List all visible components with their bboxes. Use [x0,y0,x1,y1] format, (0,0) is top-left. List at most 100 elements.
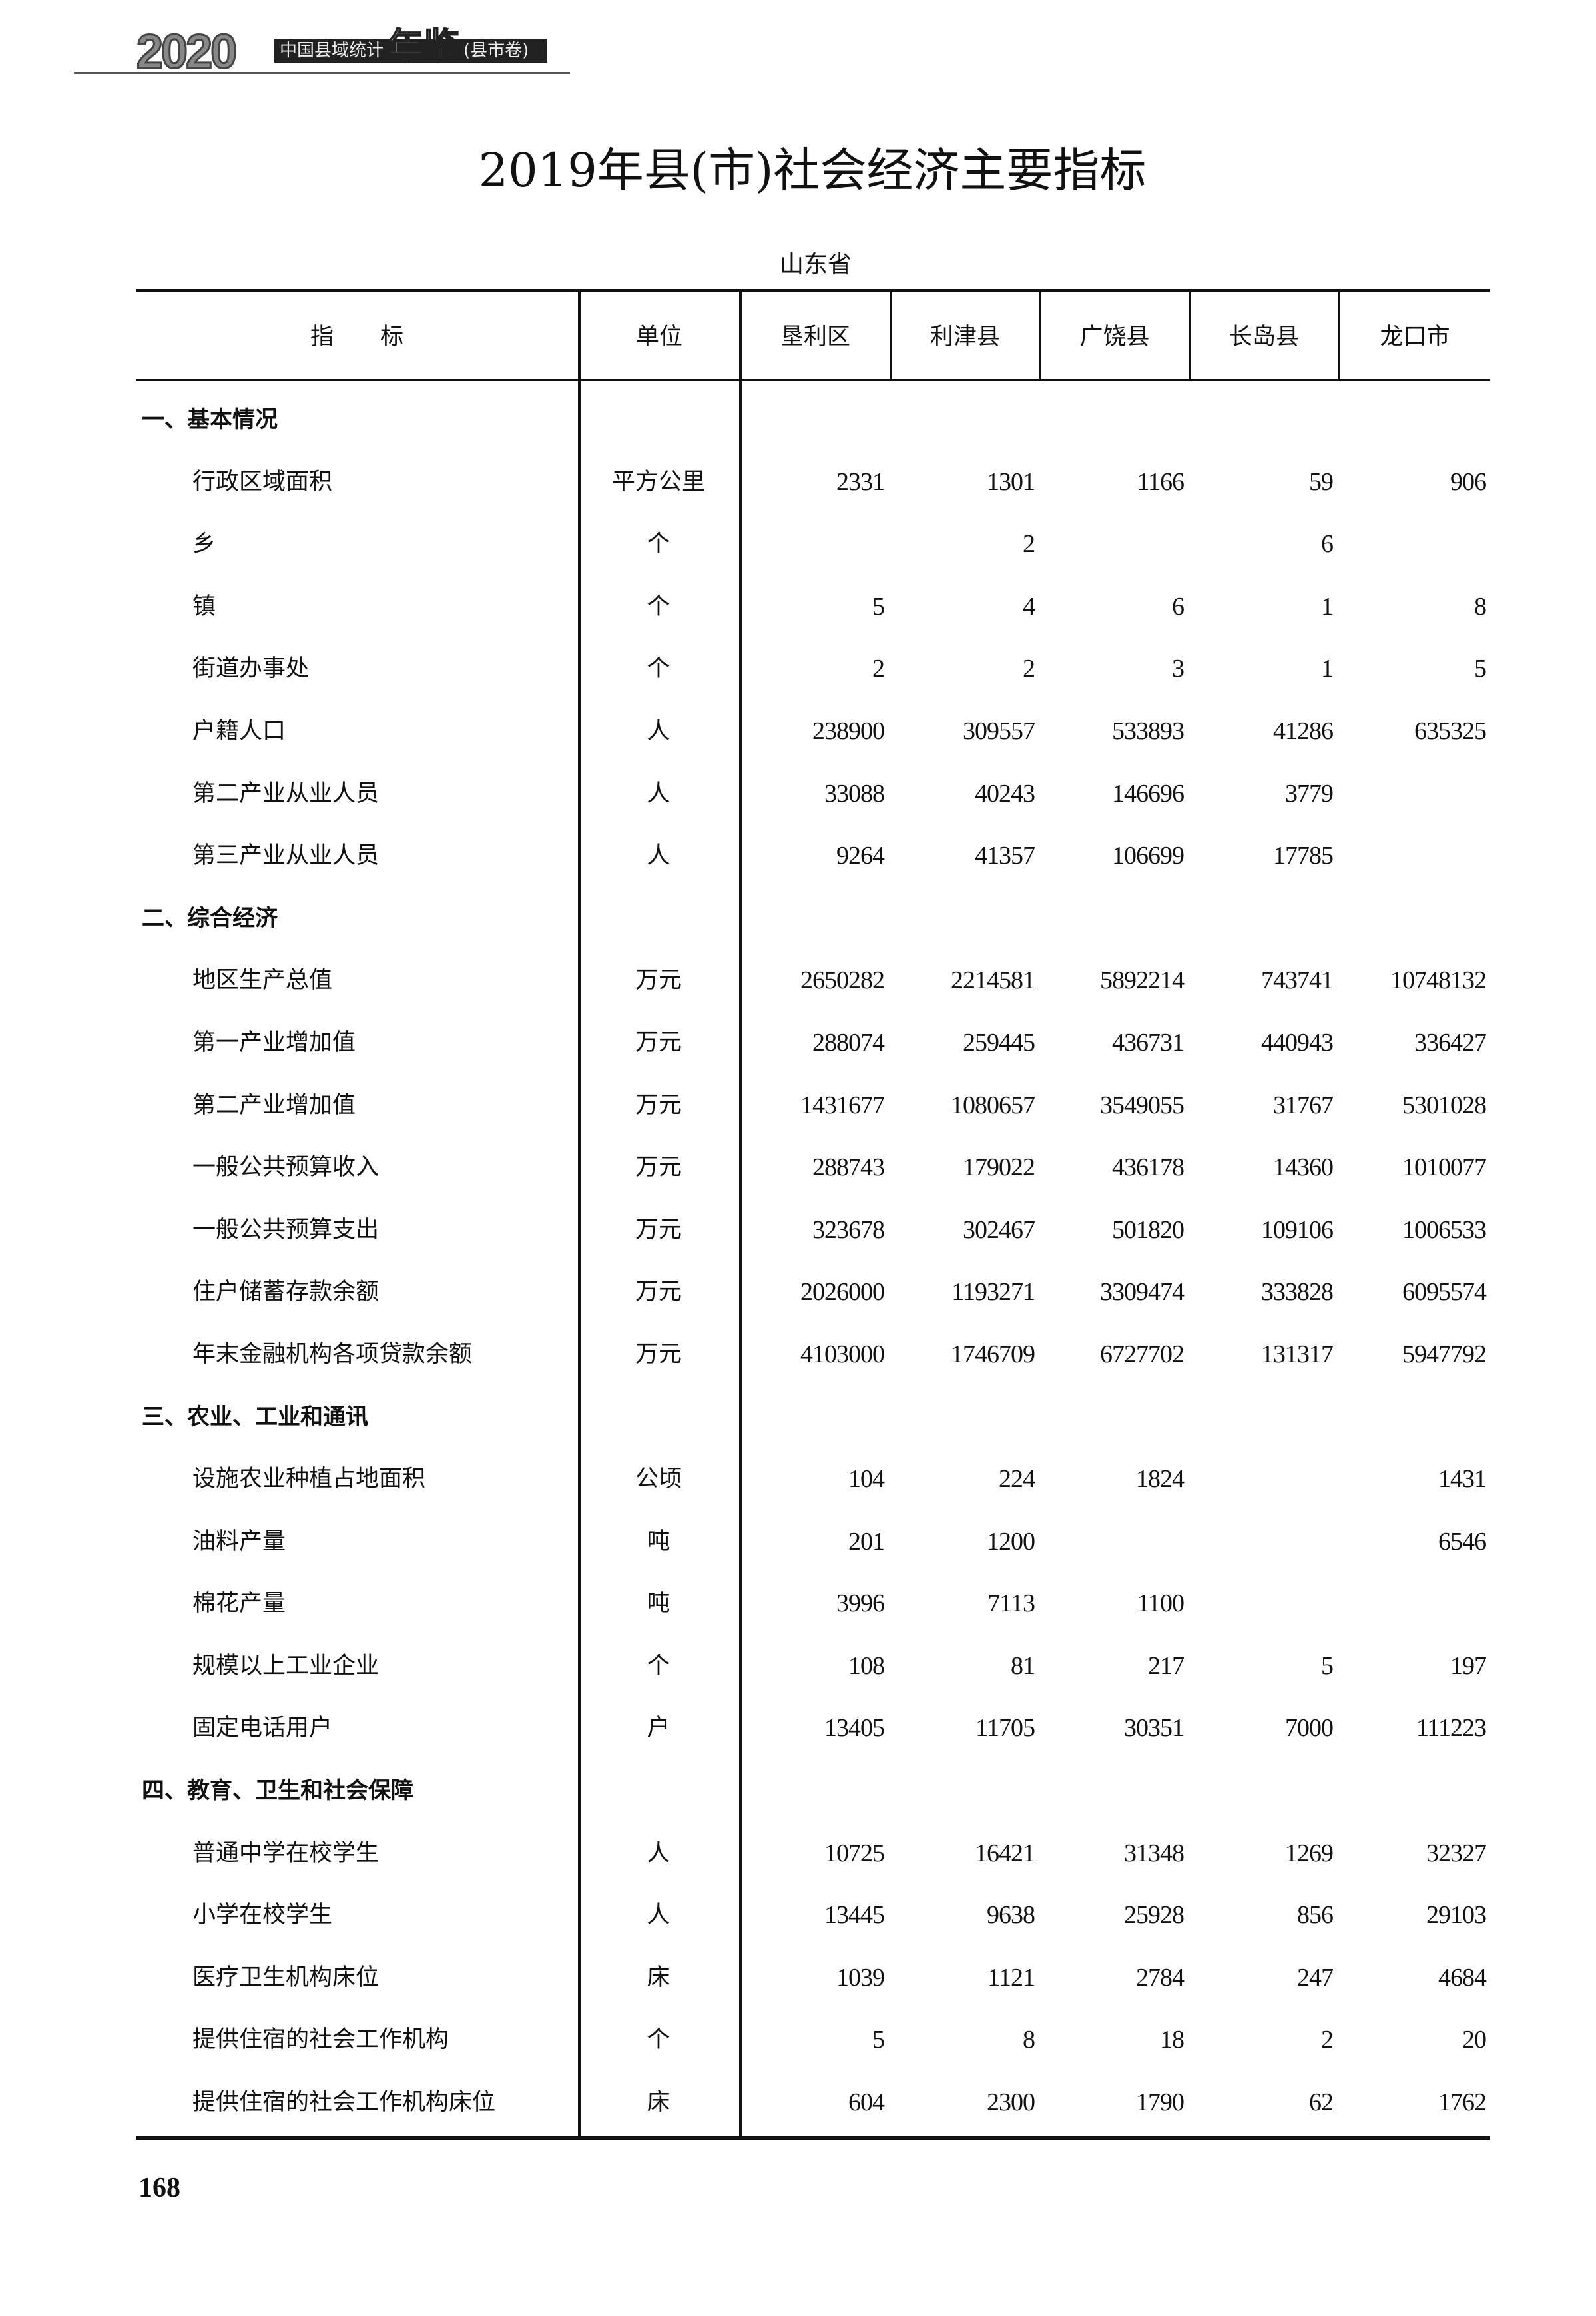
indicator-name: 规模以上工业企业 [192,1652,380,1679]
table-row: 一般公共预算支出 万元 323678 302467 501820 109106 100653… [136,1199,1490,1262]
value-cell: 309557 [963,717,1035,745]
value-cell: 288074 [812,1028,885,1057]
value-cell: 5 [872,592,885,621]
value-cell: 436178 [1112,1153,1185,1182]
value-cell: 5 [1321,1651,1334,1680]
table-row: 住户储蓄存款余额 万元 2026000 1193271 3309474 333828 609… [136,1261,1490,1324]
value-cell: 1010077 [1402,1153,1487,1182]
unit-cell: 万元 [635,967,682,994]
unit-cell: 万元 [635,1279,682,1306]
value-cell: 2214581 [951,966,1035,995]
value-cell: 2331 [836,467,885,496]
unit-cell: 吨 [647,1528,670,1555]
value-cell: 111223 [1416,1714,1487,1743]
table-body: 一、基本情况 行政区域面积 平方公里 2331 1301 1166 59 906 乡个 2 6 镇个 5… [136,389,1490,2134]
unit-cell: 人 [647,1839,670,1867]
header-region: 垦利区 [780,323,850,350]
value-cell: 302467 [963,1215,1035,1244]
value-cell: 288743 [812,1153,885,1182]
column-divider [1338,289,1340,380]
unit-cell: 个 [647,2026,670,2054]
section-title: 二、综合经济 [142,904,278,932]
indicator-name: 镇 [192,593,216,620]
indicator-name: 第一产业增加值 [192,1029,356,1056]
table-bottom-rule [136,2136,1490,2140]
table-row: 年末金融机构各项贷款余额 万元 4103000 1746709 6727702 13131… [136,1324,1490,1386]
value-cell: 3 [1172,655,1185,683]
value-cell: 2026000 [800,1278,885,1306]
value-cell: 13445 [824,1901,885,1930]
unit-cell: 个 [647,655,670,683]
value-cell: 4 [1023,592,1035,621]
value-cell: 4684 [1438,1963,1487,1992]
value-cell: 2 [1023,655,1035,683]
column-divider [739,289,742,2138]
value-cell: 635325 [1414,717,1487,745]
value-cell: 197 [1450,1651,1487,1680]
value-cell: 5892214 [1100,966,1185,995]
value-cell: 1431677 [800,1091,885,1119]
value-cell: 3996 [836,1590,885,1618]
table-row: 医疗卫生机构床位 床 1039 1121 2784 247 4684 [136,1947,1490,2010]
value-cell: 533893 [1112,717,1185,745]
section-row: 二、综合经济 [136,888,1490,950]
table-row: 镇 个 5 4 6 1 8 [136,576,1490,639]
indicator-name: 一般公共预算收入 [192,1154,380,1181]
section-row: 一、基本情况 [136,389,1490,451]
table-row: 规模以上工业企业 个 108 81 217 5 197 [136,1635,1490,1698]
section-title: 四、教育、卫生和社会保障 [142,1777,413,1805]
value-cell: 440943 [1261,1028,1334,1057]
value-cell: 201 [848,1527,885,1556]
value-cell: 856 [1297,1901,1334,1930]
value-cell: 224 [999,1465,1035,1494]
value-cell: 259445 [963,1028,1035,1057]
value-cell: 2784 [1136,1963,1185,1992]
column-divider [578,289,581,2138]
value-cell: 1080657 [951,1091,1035,1119]
value-cell: 81 [1011,1651,1035,1680]
value-cell: 41357 [975,842,1035,870]
header-unit: 单位 [635,323,682,350]
table-row: 固定电话用户 户 13405 11705 30351 7000 111223 [136,1697,1490,1760]
table-row: 棉花产量 吨 3996 7113 1100 [136,1573,1490,1635]
value-cell: 6546 [1438,1527,1487,1556]
value-cell: 1121 [987,1963,1035,1992]
yearbook-title-big: 年鉴 [387,25,460,67]
indicator-name: 户籍人口 [192,717,286,744]
indicator-name: 小学在校学生 [192,1902,333,1929]
unit-cell: 万元 [635,1216,682,1243]
indicator-name: 普通中学在校学生 [192,1839,380,1867]
value-cell: 1301 [987,467,1035,496]
value-cell: 6 [1172,592,1185,621]
value-cell: 2 [1321,2026,1334,2054]
value-cell: 13405 [824,1714,885,1743]
value-cell: 18 [1160,2026,1185,2054]
value-cell: 10725 [824,1839,885,1867]
table-row: 乡 个 2 6 [136,513,1490,576]
indicator-name: 提供住宿的社会工作机构床位 [192,2089,496,2116]
unit-cell: 人 [647,842,670,870]
indicator-name: 第三产业从业人员 [192,842,380,870]
header-rule [74,72,570,74]
value-cell: 3549055 [1100,1091,1185,1119]
value-cell: 17785 [1273,842,1334,870]
indicator-name: 行政区域面积 [192,468,333,495]
value-cell: 29103 [1426,1901,1487,1930]
unit-cell: 万元 [635,1091,682,1119]
column-divider [1189,289,1191,380]
indicator-name: 固定电话用户 [192,1715,333,1742]
value-cell: 501820 [1112,1215,1185,1244]
unit-cell: 人 [647,1902,670,1929]
indicator-name: 第二产业从业人员 [192,780,380,807]
value-cell: 41286 [1273,717,1334,745]
section-row: 三、农业、工业和通讯 [136,1386,1490,1449]
indicator-name: 乡 [192,531,216,558]
value-cell: 3779 [1285,779,1334,808]
value-cell: 238900 [812,717,885,745]
unit-cell: 公顷 [635,1466,682,1493]
table-row: 一般公共预算收入 万元 288743 179022 436178 14360 1010077 [136,1137,1490,1199]
value-cell: 6 [1321,530,1334,559]
value-cell: 5301028 [1402,1091,1487,1119]
header-region: 广饶县 [1079,323,1150,350]
unit-cell: 个 [647,593,670,620]
